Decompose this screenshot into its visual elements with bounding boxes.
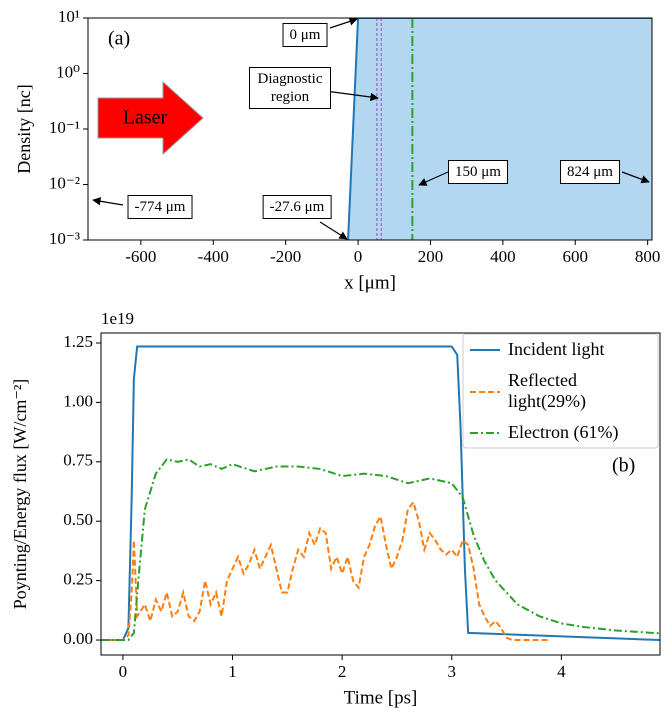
annotation-arrow <box>621 171 650 184</box>
y-tick-label: 10⁰ <box>56 62 80 81</box>
annotation: 824 μm <box>560 160 620 184</box>
y-tick-label: 10⁻³ <box>49 229 80 248</box>
x-tick-label: 600 <box>563 247 589 266</box>
y-tick-label: 0.75 <box>63 451 93 470</box>
y-tick-label: 0.00 <box>63 629 93 648</box>
plot-area <box>347 18 652 240</box>
annotation-arrow <box>319 221 348 240</box>
x-tick-label: 4 <box>557 662 566 681</box>
plot-area <box>101 345 660 642</box>
y-tick-label: 10⁻² <box>49 173 80 192</box>
y-tick-label: 10¹ <box>58 7 80 26</box>
panel-label: (b) <box>612 455 635 477</box>
laser-label: Laser <box>123 107 168 129</box>
panel-label: (a) <box>108 28 130 50</box>
offset-text: 1e19 <box>101 309 134 328</box>
x-axis-label: x [μm] <box>344 272 396 293</box>
x-tick-label: -200 <box>270 247 301 266</box>
legend-box <box>462 333 659 449</box>
axes-frame <box>100 332 661 656</box>
legend-label: Incident light <box>508 339 605 359</box>
density-fill <box>348 18 652 240</box>
annotation: -27.6 μm <box>262 195 332 219</box>
x-tick-label: 800 <box>635 247 661 266</box>
y-tick-label: 1.25 <box>63 332 93 351</box>
legend-label: Reflected light(29%) <box>508 370 586 411</box>
x-tick-label: 0 <box>354 247 363 266</box>
y-tick-label: 1.00 <box>63 391 93 410</box>
y-axis-label: Density [nc] <box>14 84 34 173</box>
legend-label: Electron (61%) <box>508 422 619 442</box>
series-line <box>101 345 660 642</box>
annotation: Diagnostic region <box>249 67 331 109</box>
x-tick-label: -400 <box>198 247 229 266</box>
annotation: -774 μm <box>127 195 193 219</box>
annotation-arrow <box>329 17 358 29</box>
annotation: 0 μm <box>282 23 328 47</box>
x-tick-label: 1 <box>228 662 237 681</box>
y-tick-label: 0.50 <box>63 510 93 529</box>
x-tick-label: 2 <box>338 662 347 681</box>
x-axis-label: Time [ps] <box>344 687 418 708</box>
density-line <box>347 18 652 240</box>
y-tick-label: 10⁻¹ <box>49 118 80 137</box>
x-tick-label: -600 <box>125 247 156 266</box>
series-line <box>101 458 660 642</box>
x-tick-label: 400 <box>490 247 516 266</box>
laser-arrow <box>97 80 204 156</box>
x-tick-label: 200 <box>418 247 444 266</box>
annotation-arrow <box>418 171 449 186</box>
series-line <box>101 500 551 642</box>
y-axis-label: Poynting/Energy flux [W/cm⁻²] <box>10 379 30 610</box>
annotation-arrow <box>92 197 124 206</box>
x-tick-label: 0 <box>119 662 128 681</box>
annotation: 150 μm <box>448 160 508 184</box>
y-tick-label: 0.25 <box>63 570 93 589</box>
x-tick-label: 3 <box>447 662 456 681</box>
